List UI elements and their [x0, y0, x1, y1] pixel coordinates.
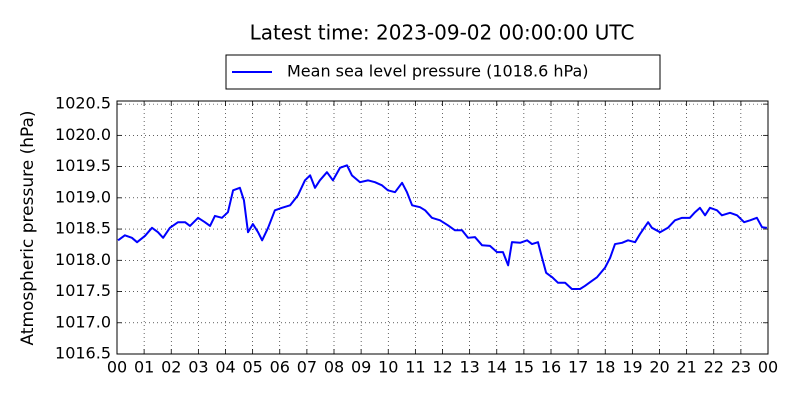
x-tick-label: 07 [297, 358, 317, 377]
x-tick-label: 08 [324, 358, 344, 377]
x-tick-label: 09 [351, 358, 371, 377]
y-tick-label: 1018.0 [55, 250, 111, 269]
y-tick-label: 1019.0 [55, 187, 111, 206]
y-tick-label: 1016.5 [55, 344, 111, 363]
x-tick-label: 18 [595, 358, 615, 377]
y-tick-label: 1017.5 [55, 281, 111, 300]
x-tick-label: 03 [188, 358, 208, 377]
x-tick-label: 11 [405, 358, 425, 377]
x-tick-label: 12 [432, 358, 452, 377]
x-tick-label: 22 [704, 358, 724, 377]
x-tick-label: 00 [758, 358, 778, 377]
data-line [117, 164, 768, 291]
y-tick-label: 1020.5 [55, 94, 111, 113]
x-tick-label: 02 [161, 358, 181, 377]
y-axis-label: Atmospheric pressure (hPa) [18, 110, 38, 345]
x-tick-label: 14 [487, 358, 507, 377]
x-tick-label: 00 [107, 358, 127, 377]
y-tick-label: 1017.0 [55, 312, 111, 331]
x-tick-label: 06 [270, 358, 290, 377]
legend-label: Mean sea level pressure (1018.6 hPa) [287, 62, 589, 81]
x-tick-label: 16 [541, 358, 561, 377]
x-tick-label: 13 [459, 358, 479, 377]
x-tick-label: 15 [514, 358, 534, 377]
chart-title: Latest time: 2023-09-02 00:00:00 UTC [250, 21, 635, 45]
x-tick-label: 17 [568, 358, 588, 377]
y-tick-label: 1020.0 [55, 125, 111, 144]
x-tick-label: 10 [378, 358, 398, 377]
legend [225, 54, 661, 90]
y-tick-label: 1018.5 [55, 219, 111, 238]
x-tick-label: 21 [676, 358, 696, 377]
x-tick-label: 19 [622, 358, 642, 377]
x-tick-label: 01 [134, 358, 154, 377]
x-tick-label: 20 [649, 358, 669, 377]
x-tick-label: 05 [242, 358, 262, 377]
x-tick-label: 23 [731, 358, 751, 377]
plot-frame [116, 100, 769, 355]
y-tick-label: 1019.5 [55, 156, 111, 175]
x-tick-label: 04 [215, 358, 235, 377]
